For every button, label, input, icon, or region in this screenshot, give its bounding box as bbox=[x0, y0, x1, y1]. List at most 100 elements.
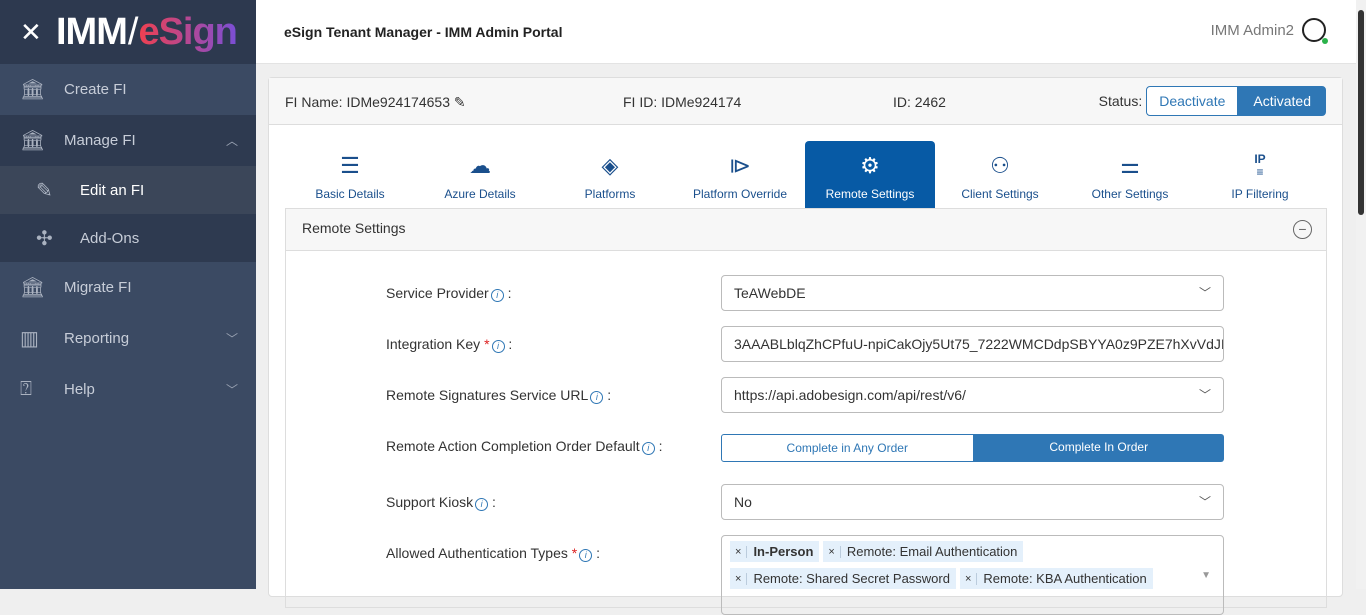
sidebar-item-add-ons[interactable]: ✣ Add-Ons bbox=[0, 214, 256, 262]
gear-signature-icon: ⚙ bbox=[860, 153, 880, 178]
completion-order-toggle: Complete in Any Order Complete In Order bbox=[721, 434, 1224, 462]
user-name: IMM Admin2 bbox=[1210, 21, 1294, 39]
edit-pencil-icon[interactable]: ✎ bbox=[453, 94, 466, 110]
tab-client-settings[interactable]: ⚇ Client Settings bbox=[935, 141, 1065, 208]
info-icon[interactable]: i bbox=[475, 498, 489, 511]
sidebar-item-label: Create FI bbox=[64, 81, 127, 98]
logo: IMM / eSign bbox=[56, 10, 238, 54]
logo-esign: eSign bbox=[138, 10, 237, 53]
select-value: https://api.adobesign.com/api/rest/v6/ bbox=[734, 387, 966, 403]
tab-label: Basic Details bbox=[315, 187, 385, 201]
label-text: Integration Key bbox=[386, 336, 481, 352]
tab-label: Azure Details bbox=[444, 187, 516, 201]
tab-azure-details[interactable]: ☁ Azure Details bbox=[415, 141, 545, 208]
sidebar-item-reporting[interactable]: ▥ Reporting ﹀ bbox=[0, 313, 256, 364]
sidebar-item-label: Reporting bbox=[64, 330, 130, 347]
chip-label: In-Person bbox=[753, 544, 814, 559]
bank-arrow-icon: 🏛 bbox=[20, 277, 46, 299]
chevron-down-icon: ﹀ bbox=[1198, 495, 1211, 509]
info-icon[interactable]: i bbox=[491, 340, 505, 353]
scrollbar[interactable] bbox=[1356, 0, 1366, 589]
fi-id: FI ID: IDMe924174 bbox=[623, 94, 742, 110]
layers-icon: ◈ bbox=[601, 153, 619, 178]
question-icon: ⍰ bbox=[20, 378, 32, 400]
required-marker: * bbox=[484, 336, 490, 352]
user-gear-icon: ⚇ bbox=[990, 153, 1010, 178]
status-label: Status: bbox=[1098, 93, 1143, 109]
support-kiosk-label: Support Kiosk i : bbox=[386, 494, 496, 511]
record-id: ID: 2462 bbox=[893, 94, 946, 110]
label-text: Remote Action Completion Order Default bbox=[386, 438, 640, 454]
tab-other-settings[interactable]: ⚌ Other Settings bbox=[1065, 141, 1195, 208]
sidebar-item-label: Migrate FI bbox=[64, 279, 132, 296]
remote-settings-section: Remote Settings − Service Provider i : TeA… bbox=[285, 208, 1327, 615]
chevron-down-icon: ﹀ bbox=[1198, 388, 1211, 402]
integration-key-input[interactable]: 3AAABLblqZhCPfuU-npiCakOjy5Ut75_7222WMCD… bbox=[721, 326, 1224, 362]
tab-label: Platform Override bbox=[692, 187, 788, 201]
close-icon[interactable]: ✕ bbox=[20, 16, 42, 47]
tab-platform-override[interactable]: ⧐ Platform Override bbox=[675, 141, 805, 208]
info-icon[interactable]: i bbox=[579, 549, 593, 562]
completion-order-label: Remote Action Completion Order Default i … bbox=[386, 438, 663, 455]
scrollbar-thumb[interactable] bbox=[1358, 10, 1364, 215]
support-kiosk-select[interactable]: No ﹀ bbox=[721, 484, 1224, 520]
bar-chart-icon: ▥ bbox=[20, 328, 39, 350]
auth-types-multiselect[interactable]: × In-Person × Remote: Email Authentication … bbox=[721, 535, 1224, 615]
chip-label: Remote: KBA Authentication bbox=[983, 571, 1147, 586]
chip-email-auth: × Remote: Email Authentication bbox=[823, 541, 1024, 562]
sidebar-item-label: Help bbox=[64, 381, 95, 398]
deactivate-button[interactable]: Deactivate bbox=[1146, 86, 1239, 116]
chevron-down-icon: ﹀ bbox=[1198, 286, 1211, 300]
remove-icon[interactable]: × bbox=[730, 545, 748, 558]
service-url-select[interactable]: https://api.adobesign.com/api/rest/v6/ ﹀ bbox=[721, 377, 1224, 413]
section-title: Remote Settings bbox=[302, 220, 406, 236]
puzzle-icon: ✣ bbox=[36, 227, 53, 250]
section-header: Remote Settings − bbox=[286, 209, 1326, 251]
tab-ip-filtering[interactable]: IP ≡ IP Filtering bbox=[1195, 141, 1325, 208]
collapse-icon[interactable]: − bbox=[1293, 220, 1312, 239]
remove-icon[interactable]: × bbox=[730, 572, 748, 585]
fi-card: FI Name: IDMe924174653 ✎ FI ID: IDMe9241… bbox=[268, 77, 1343, 615]
tab-platforms[interactable]: ◈ Platforms bbox=[545, 141, 675, 208]
tab-remote-settings[interactable]: ⚙ Remote Settings bbox=[805, 141, 935, 208]
in-order-button[interactable]: Complete In Order bbox=[973, 434, 1224, 462]
info-icon[interactable]: i bbox=[490, 289, 504, 302]
label-text: Remote Signatures Service URL bbox=[386, 387, 589, 403]
chip-in-person: × In-Person bbox=[730, 541, 820, 562]
page-title: eSign Tenant Manager - IMM Admin Portal bbox=[284, 24, 563, 40]
info-icon[interactable]: i bbox=[641, 442, 655, 455]
tab-basic-details[interactable]: ☰ Basic Details bbox=[285, 141, 415, 208]
chip-label: Remote: Shared Secret Password bbox=[753, 571, 950, 586]
user-menu[interactable]: IMM Admin2 bbox=[1210, 18, 1328, 44]
chip-label: Remote: Email Authentication bbox=[846, 544, 1018, 559]
remove-icon[interactable]: × bbox=[823, 545, 841, 558]
sidebar-header: ✕ IMM / eSign bbox=[0, 0, 256, 64]
any-order-button[interactable]: Complete in Any Order bbox=[721, 434, 974, 462]
sidebar-item-edit-fi[interactable]: ✎ Edit an FI bbox=[0, 166, 256, 214]
service-provider-select[interactable]: TeAWebDE ﹀ bbox=[721, 275, 1224, 311]
chevron-down-icon: ﹀ bbox=[225, 383, 238, 397]
tab-label: Other Settings bbox=[1091, 187, 1169, 201]
avatar-icon[interactable] bbox=[1302, 18, 1328, 44]
tab-label: IP Filtering bbox=[1231, 187, 1289, 201]
chevron-down-icon: ﹀ bbox=[225, 332, 238, 346]
sidebar-item-migrate-fi[interactable]: 🏛 Migrate FI bbox=[0, 262, 256, 313]
sidebar-item-manage-fi[interactable]: 🏛 Manage FI ︿ bbox=[0, 115, 256, 166]
remove-icon[interactable]: × bbox=[960, 572, 978, 585]
sidebar-item-create-fi[interactable]: 🏛 Create FI bbox=[0, 64, 256, 115]
activated-button[interactable]: Activated bbox=[1238, 86, 1326, 116]
fi-info-bar: FI Name: IDMe924174653 ✎ FI ID: IDMe9241… bbox=[269, 78, 1342, 125]
select-value: No bbox=[734, 494, 752, 510]
info-icon[interactable]: i bbox=[590, 391, 604, 404]
chevron-up-icon: ︿ bbox=[225, 134, 238, 148]
chip-kba-auth: × Remote: KBA Authentication bbox=[959, 568, 1153, 589]
service-url-label: Remote Signatures Service URL i : bbox=[386, 387, 612, 404]
bank-gear-icon: 🏛 bbox=[20, 130, 46, 152]
tab-label: Platforms bbox=[584, 187, 636, 201]
status-toggle: Status: Deactivate Activated bbox=[1099, 86, 1326, 116]
select-value: TeAWebDE bbox=[734, 285, 806, 301]
sidebar-item-help[interactable]: ⍰ Help ﹀ bbox=[0, 364, 256, 415]
sidebar: ✕ IMM / eSign 🏛 Create FI 🏛 Manage FI ︿ ✎ Edit… bbox=[0, 0, 256, 589]
logo-imm: IMM bbox=[56, 10, 128, 53]
input-value: 3AAABLblqZhCPfuU-npiCakOjy5Ut75_7222WMCD… bbox=[734, 336, 1224, 352]
